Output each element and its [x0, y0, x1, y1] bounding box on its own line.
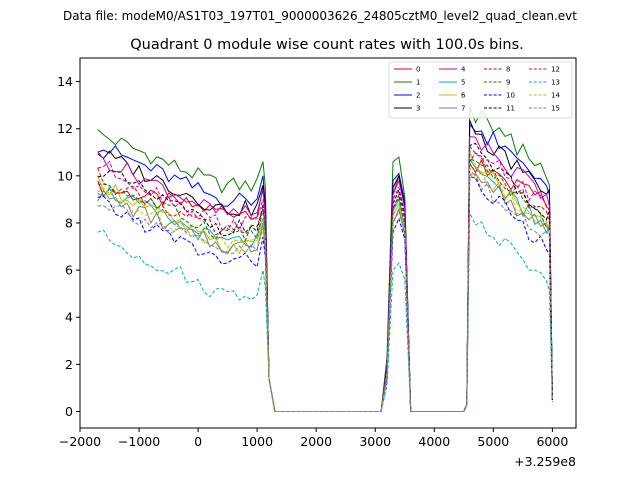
y-tick-label: 10: [57, 168, 73, 183]
series-line-3: [97, 120, 553, 412]
legend-label-15: 15: [551, 105, 560, 113]
legend-label-5: 5: [461, 79, 465, 87]
legend-label-0: 0: [416, 66, 420, 74]
x-tick-label: 2000: [300, 434, 332, 449]
y-tick-label: 0: [65, 404, 73, 419]
plot-lines: [97, 106, 553, 412]
legend-label-2: 2: [416, 92, 420, 100]
suptitle: Data file: modeM0/AS1T03_197T01_90000036…: [63, 9, 577, 23]
series-line-4: [97, 135, 553, 412]
x-tick-label: 3000: [359, 434, 391, 449]
y-tick-label: 8: [65, 215, 73, 230]
legend-label-11: 11: [506, 105, 515, 113]
series-line-5: [97, 156, 553, 412]
x-tick-label: 1000: [241, 434, 273, 449]
y-tick-label: 2: [65, 357, 73, 372]
legend-label-7: 7: [461, 105, 465, 113]
y-tick-label: 12: [57, 121, 73, 136]
legend-label-12: 12: [551, 66, 560, 74]
series-line-9: [97, 158, 553, 412]
x-tick-label: 6000: [536, 434, 568, 449]
x-tick-label: 0: [194, 434, 202, 449]
x-offset-label: +3.259e8: [514, 454, 576, 469]
legend-label-6: 6: [461, 92, 466, 100]
series-line-1: [97, 106, 553, 412]
series-line-15: [97, 174, 553, 412]
legend-label-4: 4: [461, 66, 466, 74]
series-line-14: [97, 165, 553, 412]
legend-label-10: 10: [506, 92, 515, 100]
x-tick-label: −1000: [118, 434, 160, 449]
x-tick-label: 5000: [477, 434, 509, 449]
y-tick-label: 4: [65, 310, 73, 325]
legend-label-3: 3: [416, 105, 420, 113]
legend-label-14: 14: [551, 92, 560, 100]
legend-label-8: 8: [506, 66, 510, 74]
x-tick-label: −2000: [59, 434, 101, 449]
legend-label-9: 9: [506, 79, 510, 87]
legend-label-13: 13: [551, 79, 560, 87]
series-line-13: [97, 212, 553, 412]
series-line-6: [97, 151, 553, 412]
legend-label-1: 1: [416, 79, 420, 87]
legend-box: [388, 61, 573, 119]
y-tick-label: 6: [65, 263, 73, 278]
x-tick-label: 4000: [418, 434, 450, 449]
axes: −2000 −1000 0 1000 2000 3000 4000 5000 6000 0 2 4 6 8…: [57, 74, 568, 449]
series-line-11: [97, 142, 553, 412]
y-tick-label: 14: [57, 74, 73, 89]
chart-title: Quadrant 0 module wise count rates with …: [130, 37, 524, 53]
series-line-7: [97, 173, 553, 412]
plot-frame: [79, 57, 577, 429]
